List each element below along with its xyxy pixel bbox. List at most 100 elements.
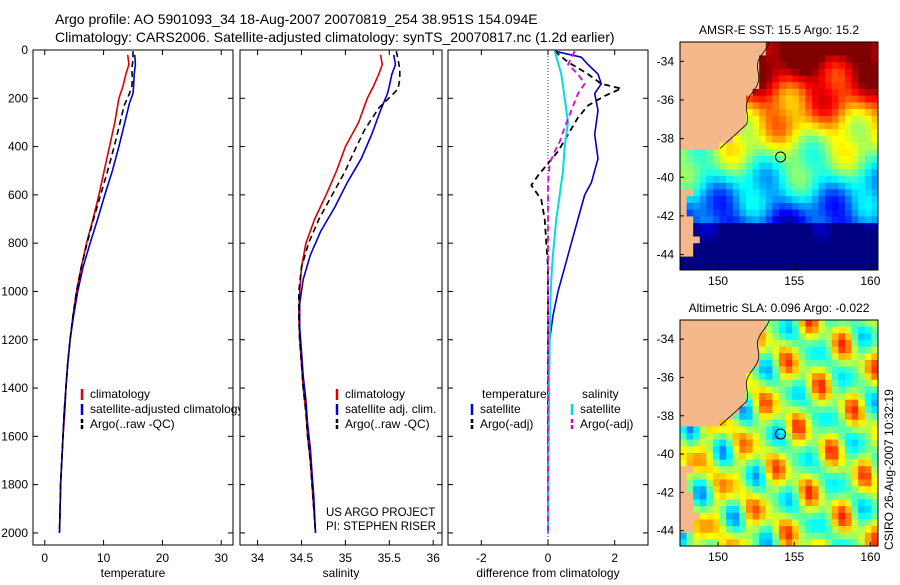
map-cell [851,68,859,77]
map-cell [838,452,846,461]
map-cell [785,176,793,184]
map-cell [726,333,734,341]
map-cell [752,55,760,63]
map-cell [792,243,800,251]
map-cell [871,386,878,394]
map-cell [805,209,813,217]
map-cell [752,156,760,164]
map-cell [686,256,694,264]
map-cell [686,526,694,534]
y-tick-label: 2000 [1,526,28,540]
map-cell [732,366,740,374]
map-cell [726,256,734,264]
map-cell [838,68,846,77]
map-cell [792,122,800,130]
map-cell [726,366,734,374]
map-cell [759,512,767,520]
map-cell [798,399,806,407]
map-cell [680,386,688,394]
map-cell [706,320,714,328]
map-cell [812,236,820,244]
map-cell [693,519,701,527]
map-cell [732,532,740,540]
map-cell [752,446,760,454]
map-cell [779,459,787,467]
y-tick-label: 1000 [1,284,28,298]
map-cell [818,95,826,103]
map-cell [706,149,714,157]
map-cell [680,339,688,348]
map-cell [871,519,878,527]
map-cell [739,249,747,258]
map-cell [838,156,846,164]
map-cell [699,326,707,334]
map-cell [706,176,714,184]
map-cell [864,129,872,137]
map-cell [746,149,754,157]
map-cell [798,532,806,540]
map-cell [851,243,859,251]
map-cell [713,102,721,110]
map-cell [851,55,859,63]
map-cell [831,209,839,217]
map-cell [759,42,767,50]
map-cell [686,532,694,540]
map-cell [818,223,826,231]
map-cell [851,486,859,494]
map-cell [864,162,872,170]
map-cell [831,320,839,328]
map-cell [686,263,694,270]
map-cell [739,353,747,361]
map-cell [805,62,813,70]
map-cell [792,216,800,224]
map-cell [680,169,688,177]
map-cell [759,486,767,494]
map-cell [864,135,872,144]
map-cell [785,346,793,354]
map-cell [719,426,727,434]
map-cell [706,42,714,50]
map-cell [686,122,694,130]
map-cell [699,366,707,374]
map-cell [858,446,866,454]
map-cell [746,326,754,334]
map-cell [765,62,773,70]
map-cell [772,115,780,124]
map-cell [838,459,846,467]
map-cell [765,479,773,487]
map-cell [805,320,813,328]
map-cell [831,426,839,434]
map-cell [812,459,820,467]
map-cell [739,88,747,97]
map-cell [752,492,760,500]
map-cell [746,82,754,90]
map-cell [825,452,833,461]
map-cell [785,426,793,434]
map-cell [765,182,773,191]
map-cell [825,82,833,90]
map-cell [812,223,820,231]
map-cell [871,62,878,70]
map-cell [693,459,701,467]
map-cell [732,406,740,414]
map-cell [818,263,826,270]
map-cell [686,366,694,374]
map-cell [726,499,734,507]
map-cell [732,202,740,211]
map-cell [838,439,846,447]
map-cell [871,109,878,117]
map-cell [864,512,872,520]
map-cell [719,506,727,514]
map-cell [838,359,846,368]
map-cell [831,122,839,130]
map-cell [739,122,747,130]
map-cell [746,359,754,368]
map-cell [785,532,793,540]
map-cell [680,42,688,50]
map-cell [746,373,754,381]
map-cell [706,519,714,527]
map-cell [818,256,826,264]
map-cell [706,512,714,520]
map-cell [798,202,806,211]
map-cell [825,486,833,494]
